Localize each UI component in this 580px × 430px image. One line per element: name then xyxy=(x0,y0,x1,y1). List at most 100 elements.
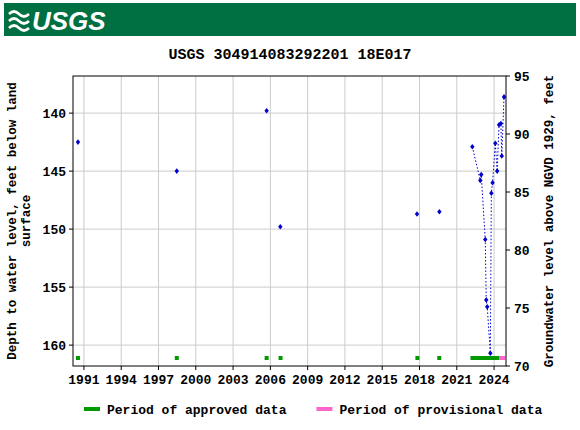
data-point xyxy=(278,224,282,230)
grid-line-x xyxy=(307,76,308,366)
tick-label-y2: 85 xyxy=(514,186,530,201)
tick-label-y2: 75 xyxy=(514,302,530,317)
tick-x xyxy=(456,366,457,370)
tick-label-x: 2003 xyxy=(217,373,248,388)
tick-label-y: 150 xyxy=(43,223,67,238)
header-band xyxy=(4,3,576,36)
tick-label-y2: 95 xyxy=(514,70,530,85)
data-point xyxy=(437,209,441,215)
legend-label: Period of provisional data xyxy=(339,403,542,418)
grid-line-x xyxy=(233,76,234,366)
data-group xyxy=(76,94,506,360)
tick-y2 xyxy=(506,250,510,251)
data-point xyxy=(470,144,474,150)
tick-x xyxy=(83,366,84,370)
y-axis-label: Depth to water level, feet below land xyxy=(6,82,20,360)
grid-line-x xyxy=(158,76,159,366)
period-bar xyxy=(437,356,441,360)
tick-x xyxy=(344,366,345,370)
plot-background xyxy=(73,76,506,366)
tick-x xyxy=(307,366,308,370)
tick-label-x: 1991 xyxy=(68,373,99,388)
period-bar xyxy=(265,356,269,360)
tick-y xyxy=(69,171,73,172)
data-point xyxy=(415,211,419,217)
tick-x xyxy=(158,366,159,370)
period-bar xyxy=(279,356,283,360)
tick-label-y: 160 xyxy=(43,339,67,354)
tick-x xyxy=(419,366,420,370)
tick-label-x: 2018 xyxy=(404,373,435,388)
tick-y2 xyxy=(506,192,510,193)
grid-line-y xyxy=(73,345,506,346)
data-point xyxy=(490,180,494,186)
grid-line-x xyxy=(494,76,495,366)
tick-x xyxy=(270,366,271,370)
period-bar xyxy=(76,356,80,360)
grid-line-x xyxy=(419,76,420,366)
period-bar xyxy=(470,356,499,360)
legend-label: Period of approved data xyxy=(107,403,287,418)
data-point xyxy=(484,297,488,303)
data-point xyxy=(502,94,506,100)
tick-y xyxy=(69,287,73,288)
grid-line-x xyxy=(344,76,345,366)
tick-label-x: 2015 xyxy=(367,373,398,388)
title: USGS 304914083292201 18E017 xyxy=(168,47,411,64)
grid-line-y xyxy=(73,171,506,172)
logo-icon xyxy=(9,12,29,31)
data-point xyxy=(500,153,504,159)
grid-line-x xyxy=(121,76,122,366)
tick-y2 xyxy=(506,134,510,135)
grid-line-x xyxy=(270,76,271,366)
tick-y xyxy=(69,229,73,230)
data-point xyxy=(76,139,80,145)
tick-label-y: 145 xyxy=(43,165,67,180)
tick-y2 xyxy=(506,366,510,367)
data-point xyxy=(478,178,482,184)
tick-label-x: 2024 xyxy=(478,373,509,388)
tick-label-y: 155 xyxy=(43,281,67,296)
tick-y2 xyxy=(506,308,510,309)
period-bar xyxy=(175,356,179,360)
data-point xyxy=(175,168,179,174)
grid-line-y xyxy=(73,229,506,230)
data-point xyxy=(483,237,487,243)
tick-label-y2: 80 xyxy=(514,244,530,259)
tick-x xyxy=(195,366,196,370)
data-point xyxy=(499,121,503,127)
legend-swatch xyxy=(84,407,100,411)
header-logo: USGS xyxy=(32,6,106,36)
grid-line-x xyxy=(83,76,84,366)
tick-label-x: 1997 xyxy=(143,373,174,388)
tick-x xyxy=(382,366,383,370)
period-bar xyxy=(499,356,505,360)
grid-line-y xyxy=(73,113,506,114)
data-point xyxy=(493,140,497,146)
grid-line-y xyxy=(73,287,506,288)
tick-label-x: 2000 xyxy=(180,373,211,388)
legend-swatch xyxy=(316,407,332,411)
data-point xyxy=(485,304,489,310)
tick-y xyxy=(69,345,73,346)
legend-item: Period of provisional data xyxy=(316,403,542,418)
grid-line-x xyxy=(382,76,383,366)
tick-x xyxy=(121,366,122,370)
tick-label-x: 2006 xyxy=(255,373,286,388)
data-point xyxy=(264,108,268,114)
data-point xyxy=(488,350,492,356)
data-line xyxy=(472,97,504,353)
grid-line-x xyxy=(195,76,196,366)
tick-y2 xyxy=(506,76,510,77)
tick-label-x: 2012 xyxy=(329,373,360,388)
tick-x xyxy=(494,366,495,370)
grid-line-x xyxy=(456,76,457,366)
tick-label-y2: 70 xyxy=(514,360,530,375)
tick-label-x: 1994 xyxy=(106,373,137,388)
tick-label-x: 2021 xyxy=(441,373,472,388)
tick-label-y2: 90 xyxy=(514,128,530,143)
period-bar xyxy=(415,356,419,360)
data-point xyxy=(479,172,483,178)
data-point xyxy=(495,168,499,174)
data-point xyxy=(489,190,493,196)
